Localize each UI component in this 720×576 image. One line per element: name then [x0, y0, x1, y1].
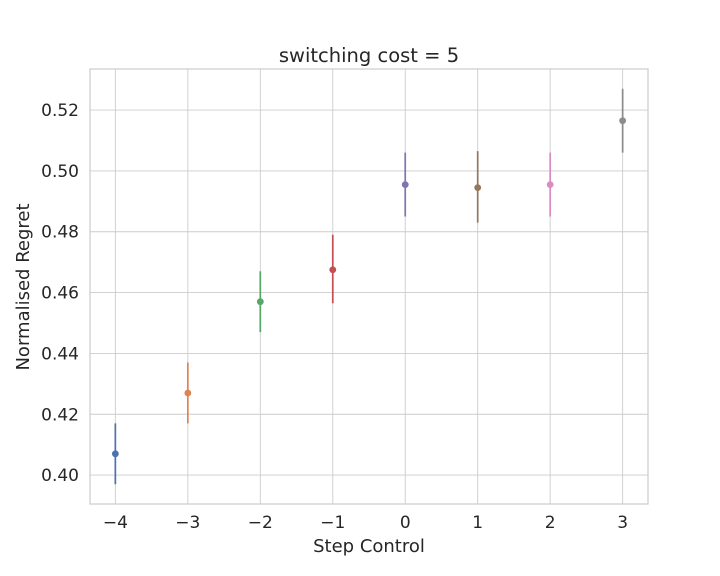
y-axis-label: Normalised Regret	[13, 203, 34, 370]
data-points	[111, 88, 627, 485]
data-point	[401, 181, 409, 188]
grid-lines	[90, 69, 648, 504]
data-point	[619, 117, 627, 125]
y-tick-label: 0.46	[41, 284, 79, 304]
y-tick-label: 0.40	[41, 466, 79, 486]
x-axis-ticks: −4 −3 −2 −1 0 1 2 3	[103, 513, 628, 533]
x-tick-label: 1	[472, 513, 483, 533]
y-tick-label: 0.52	[41, 101, 79, 121]
chart-title: switching cost = 5	[279, 44, 459, 67]
y-tick-label: 0.42	[41, 405, 79, 425]
data-point	[474, 184, 482, 192]
data-point	[546, 181, 554, 188]
x-tick-label: −3	[175, 513, 200, 533]
data-point	[184, 389, 192, 397]
y-tick-label: 0.44	[41, 344, 79, 364]
x-tick-label: −4	[103, 513, 128, 533]
data-point	[111, 450, 119, 458]
y-tick-label: 0.50	[41, 162, 79, 182]
x-tick-label: −1	[320, 513, 345, 533]
plot-area-frame	[89, 68, 649, 505]
x-tick-label: 0	[400, 513, 411, 533]
data-point	[329, 266, 337, 274]
x-tick-label: −2	[248, 513, 273, 533]
x-tick-label: 3	[617, 513, 628, 533]
y-axis-ticks: 0.40 0.42 0.44 0.46 0.48 0.50 0.52	[41, 101, 79, 486]
data-point	[256, 298, 264, 306]
y-tick-label: 0.48	[41, 223, 79, 243]
x-tick-label: 2	[545, 513, 556, 533]
x-axis-label: Step Control	[313, 536, 425, 557]
